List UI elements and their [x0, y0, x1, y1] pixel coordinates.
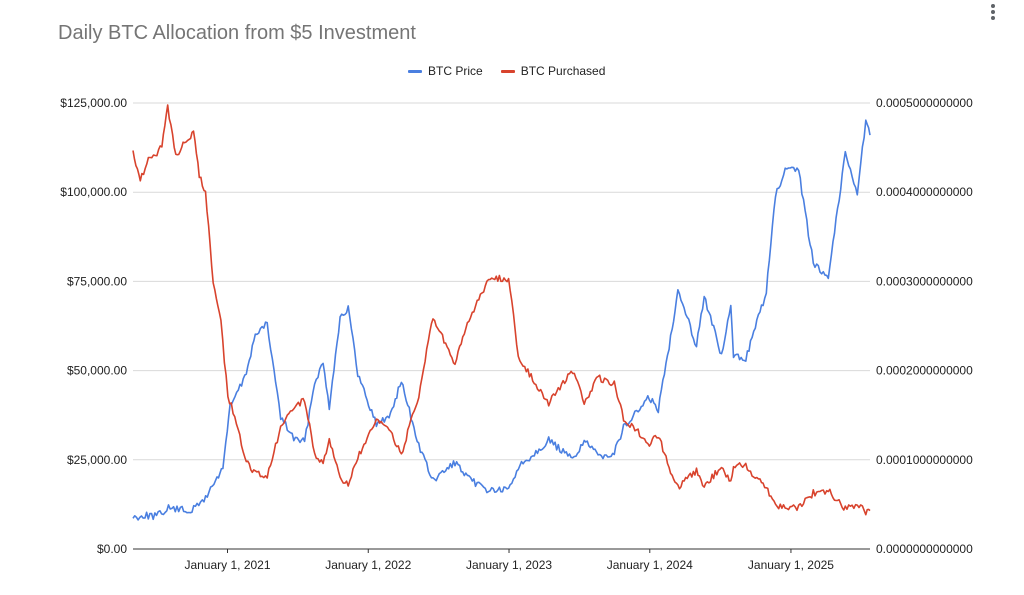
y-right-tick-label: 0.0004000000000 [876, 185, 973, 199]
x-axis: January 1, 2021 January 1, 2022 January 1,… [184, 549, 834, 572]
x-tick-label: January 1, 2021 [184, 558, 270, 572]
legend-swatch-btc-price [408, 69, 422, 73]
series-line-btc-purchased [132, 104, 871, 516]
y-right-tick-label: 0.0002000000000 [876, 364, 973, 378]
y-left-tick-label: $0.00 [97, 542, 127, 556]
y-axis-right: 0.0000000000000 0.0001000000000 0.00020000… [876, 96, 973, 556]
legend-item-btc-price[interactable]: BTC Price [408, 64, 483, 78]
y-left-tick-label: $25,000.00 [67, 453, 127, 467]
x-tick-label: January 1, 2022 [325, 558, 411, 572]
y-right-tick-label: 0.0003000000000 [876, 274, 973, 288]
y-right-tick-label: 0.0005000000000 [876, 96, 973, 110]
legend-swatch-btc-purchased [500, 69, 515, 73]
y-left-tick-label: $75,000.00 [67, 274, 127, 288]
legend-label-btc-purchased: BTC Purchased [520, 64, 606, 78]
chart-legend: BTC Price BTC Purchased [408, 64, 605, 78]
y-axis-left: $0.00 $25,000.00 $50,000.00 $75,000.00 $100,… [60, 96, 127, 556]
y-left-tick-label: $50,000.00 [67, 364, 127, 378]
legend-item-btc-purchased[interactable]: BTC Purchased [500, 64, 606, 78]
y-right-tick-label: 0.0000000000000 [876, 542, 973, 556]
y-left-tick-label: $125,000.00 [60, 96, 127, 110]
gridlines [133, 102, 870, 550]
legend-label-btc-price: BTC Price [428, 64, 483, 78]
more-options-icon[interactable] [984, 2, 1002, 24]
y-right-tick-label: 0.0001000000000 [876, 453, 973, 467]
y-left-tick-label: $100,000.00 [60, 185, 127, 199]
chart-title: Daily BTC Allocation from $5 Investment [58, 22, 416, 44]
series-line-btc-price [132, 119, 871, 521]
x-tick-label: January 1, 2025 [748, 558, 834, 572]
x-tick-label: January 1, 2023 [466, 558, 552, 572]
series-group [132, 104, 871, 521]
x-tick-label: January 1, 2024 [607, 558, 693, 572]
